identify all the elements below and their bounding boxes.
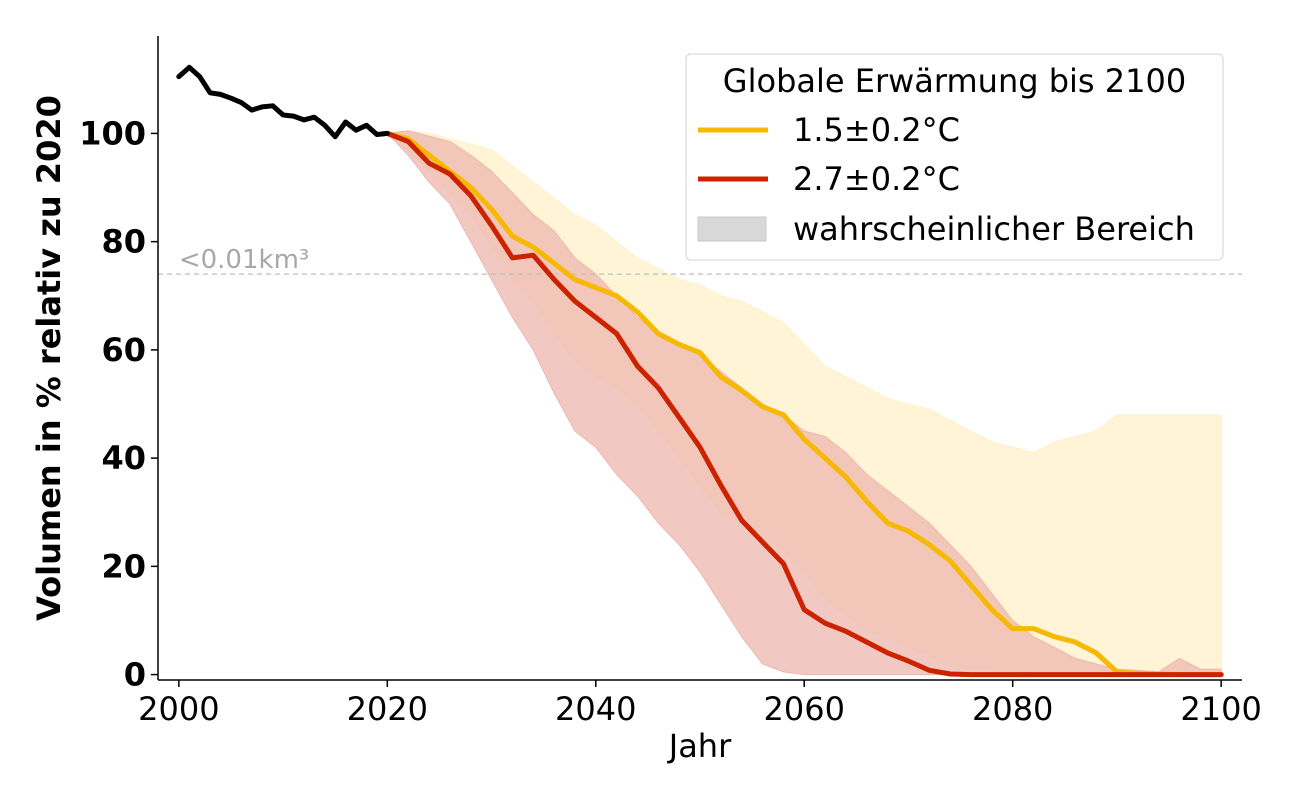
y-tick-label-40: 40 xyxy=(101,439,146,477)
x-axis-title: Jahr xyxy=(667,727,732,765)
line-1-5-0-2-c xyxy=(384,130,1224,678)
legend-title: Globale Erwärmung bis 2100 xyxy=(723,62,1186,100)
x-tick-label-2080: 2080 xyxy=(972,690,1053,728)
y-tick-label-80: 80 xyxy=(101,223,146,261)
y-tick-label-100: 100 xyxy=(79,114,146,152)
line-2-7-0-2-c xyxy=(384,130,1224,678)
legend-swatch-likely-range xyxy=(697,216,767,242)
y-tick-label-0: 0 xyxy=(124,656,146,694)
x-tick-label-2040: 2040 xyxy=(555,690,636,728)
series-lines xyxy=(176,64,1224,678)
legend-label-2-7c: 2.7±0.2°C xyxy=(793,160,960,198)
y-axis-title: Volumen in % relativ zu 2020 xyxy=(30,95,68,621)
reference-line-label: <0.01km³ xyxy=(179,245,309,275)
reference-line-group: <0.01km³ xyxy=(158,245,1242,275)
y-tick-label-60: 60 xyxy=(101,331,146,369)
legend-label-likely-range: wahrscheinlicher Bereich xyxy=(793,210,1195,248)
y-tick-label-20: 20 xyxy=(101,547,146,585)
legend: Globale Erwärmung bis 2100 1.5±0.2°C 2.7… xyxy=(685,53,1224,261)
y-ticks: 0 20 40 60 80 100 xyxy=(79,114,158,694)
line-observed xyxy=(176,64,390,140)
x-tick-label-2000: 2000 xyxy=(138,690,219,728)
x-tick-label-2100: 2100 xyxy=(1180,690,1261,728)
axes xyxy=(157,36,1242,681)
x-ticks: 2000 2020 2040 2060 2080 2100 xyxy=(138,680,1262,728)
legend-box xyxy=(685,53,1224,261)
x-tick-label-2060: 2060 xyxy=(764,690,845,728)
x-tick-label-2020: 2020 xyxy=(347,690,428,728)
legend-label-1-5c: 1.5±0.2°C xyxy=(793,111,960,149)
